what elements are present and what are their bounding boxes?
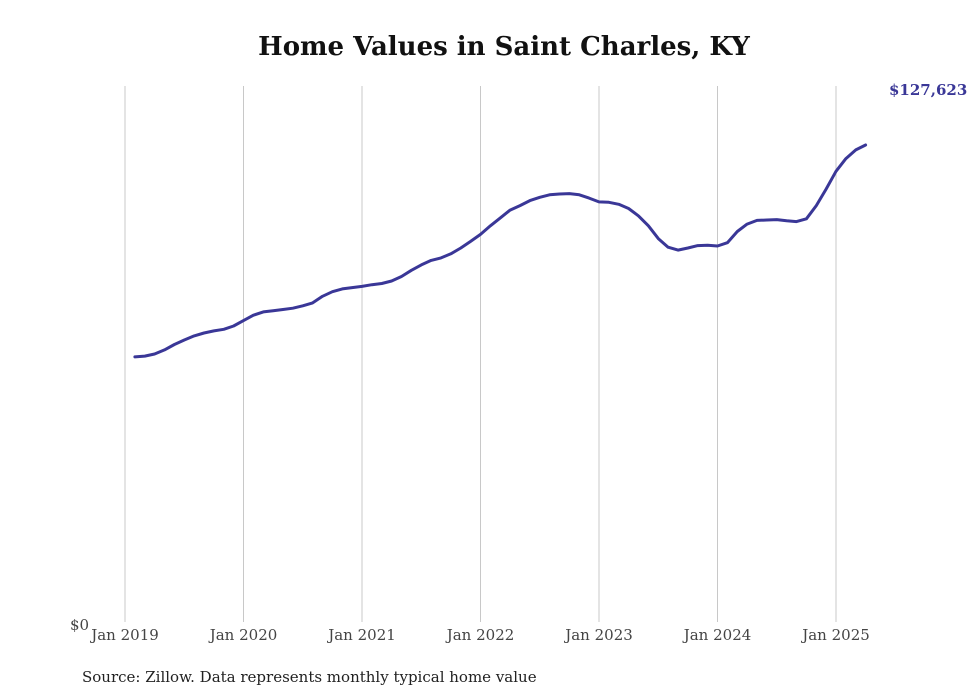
x-tick-label: Jan 2024 — [682, 626, 752, 644]
x-axis-ticks: Jan 2019 Jan 2020 Jan 2021 Jan 2022 Jan 2023… — [89, 626, 870, 644]
x-tick-label: Jan 2021 — [326, 626, 396, 644]
series-line — [133, 143, 868, 359]
vertical-gridlines — [124, 86, 837, 622]
x-tick-label: Jan 2020 — [208, 626, 278, 644]
x-tick-label: Jan 2022 — [445, 626, 515, 644]
y-tick-label-zero: $0 — [70, 616, 89, 634]
source-note: Source: Zillow. Data represents monthly … — [82, 668, 537, 686]
series-end-label: $127,623 — [889, 81, 967, 99]
x-tick-label: Jan 2023 — [563, 626, 633, 644]
chart-title: Home Values in Saint Charles, KY — [258, 32, 750, 62]
x-tick-label: Jan 2025 — [800, 626, 870, 644]
x-tick-label: Jan 2019 — [89, 626, 159, 644]
